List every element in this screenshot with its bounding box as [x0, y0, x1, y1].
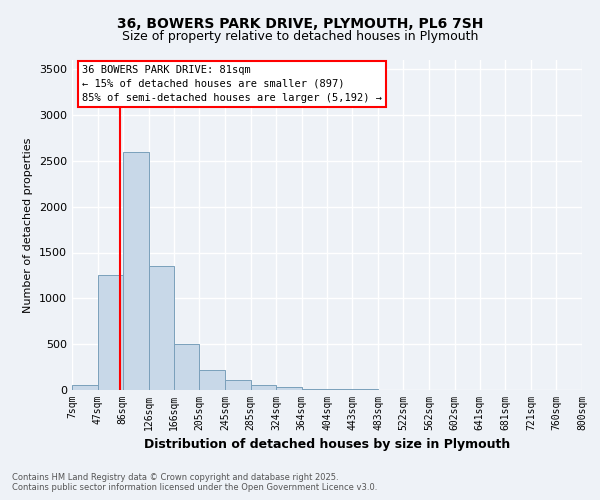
Bar	[174, 344, 199, 390]
X-axis label: Distribution of detached houses by size in Plymouth: Distribution of detached houses by size …	[144, 438, 510, 452]
Bar	[251, 386, 276, 390]
Bar	[276, 387, 302, 390]
Bar	[72, 386, 98, 390]
Text: Contains HM Land Registry data © Crown copyright and database right 2025.: Contains HM Land Registry data © Crown c…	[12, 474, 338, 482]
Text: 36 BOWERS PARK DRIVE: 81sqm
← 15% of detached houses are smaller (897)
85% of se: 36 BOWERS PARK DRIVE: 81sqm ← 15% of det…	[82, 65, 382, 103]
Bar	[149, 266, 174, 390]
Text: Size of property relative to detached houses in Plymouth: Size of property relative to detached ho…	[122, 30, 478, 43]
Bar	[225, 380, 251, 390]
Bar	[302, 388, 328, 390]
Text: Contains public sector information licensed under the Open Government Licence v3: Contains public sector information licen…	[12, 484, 377, 492]
Bar	[123, 152, 149, 390]
Y-axis label: Number of detached properties: Number of detached properties	[23, 138, 34, 312]
Bar	[199, 370, 225, 390]
Bar	[98, 276, 123, 390]
Text: 36, BOWERS PARK DRIVE, PLYMOUTH, PL6 7SH: 36, BOWERS PARK DRIVE, PLYMOUTH, PL6 7SH	[117, 18, 483, 32]
